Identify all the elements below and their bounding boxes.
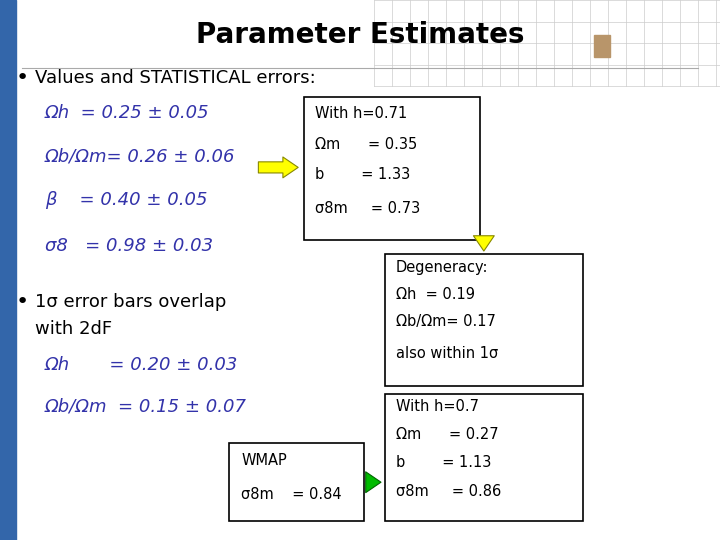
Text: σ8m     = 0.86: σ8m = 0.86 <box>396 484 501 499</box>
Text: Ωh  = 0.25 ± 0.05: Ωh = 0.25 ± 0.05 <box>45 104 210 123</box>
Bar <box>0 0 16 540</box>
Text: σ8   = 0.98 ± 0.03: σ8 = 0.98 ± 0.03 <box>45 237 213 255</box>
Text: WMAP: WMAP <box>241 453 287 468</box>
Text: b        = 1.13: b = 1.13 <box>396 455 491 470</box>
Text: with 2dF: with 2dF <box>35 320 112 339</box>
FancyBboxPatch shape <box>229 443 364 521</box>
Text: Values and STATISTICAL errors:: Values and STATISTICAL errors: <box>35 69 315 87</box>
Text: σ8m    = 0.84: σ8m = 0.84 <box>241 487 342 502</box>
Text: With h=0.71: With h=0.71 <box>315 106 408 121</box>
Text: σ8m     = 0.73: σ8m = 0.73 <box>315 201 420 216</box>
Text: Ωb/Ωm  = 0.15 ± 0.07: Ωb/Ωm = 0.15 ± 0.07 <box>45 397 247 415</box>
Text: •: • <box>16 68 29 88</box>
FancyBboxPatch shape <box>385 254 583 386</box>
Text: Ωh       = 0.20 ± 0.03: Ωh = 0.20 ± 0.03 <box>45 355 238 374</box>
Text: Degeneracy:: Degeneracy: <box>396 260 488 275</box>
Text: •: • <box>16 292 29 313</box>
Text: Ωm      = 0.35: Ωm = 0.35 <box>315 137 418 152</box>
Text: 1σ error bars overlap: 1σ error bars overlap <box>35 293 226 312</box>
Text: b        = 1.33: b = 1.33 <box>315 167 410 183</box>
Text: With h=0.7: With h=0.7 <box>396 399 479 414</box>
Text: Ωb/Ωm= 0.26 ± 0.06: Ωb/Ωm= 0.26 ± 0.06 <box>45 147 235 166</box>
Text: β    = 0.40 ± 0.05: β = 0.40 ± 0.05 <box>45 191 207 209</box>
Bar <box>0 0 16 540</box>
Bar <box>594 35 610 57</box>
Text: Ωm      = 0.27: Ωm = 0.27 <box>396 427 499 442</box>
FancyBboxPatch shape <box>385 394 583 521</box>
Text: Ωh  = 0.19: Ωh = 0.19 <box>396 287 475 302</box>
Text: also within 1σ: also within 1σ <box>396 346 498 361</box>
Text: Parameter Estimates: Parameter Estimates <box>196 21 524 49</box>
FancyBboxPatch shape <box>304 97 480 240</box>
Text: Ωb/Ωm= 0.17: Ωb/Ωm= 0.17 <box>396 314 496 329</box>
